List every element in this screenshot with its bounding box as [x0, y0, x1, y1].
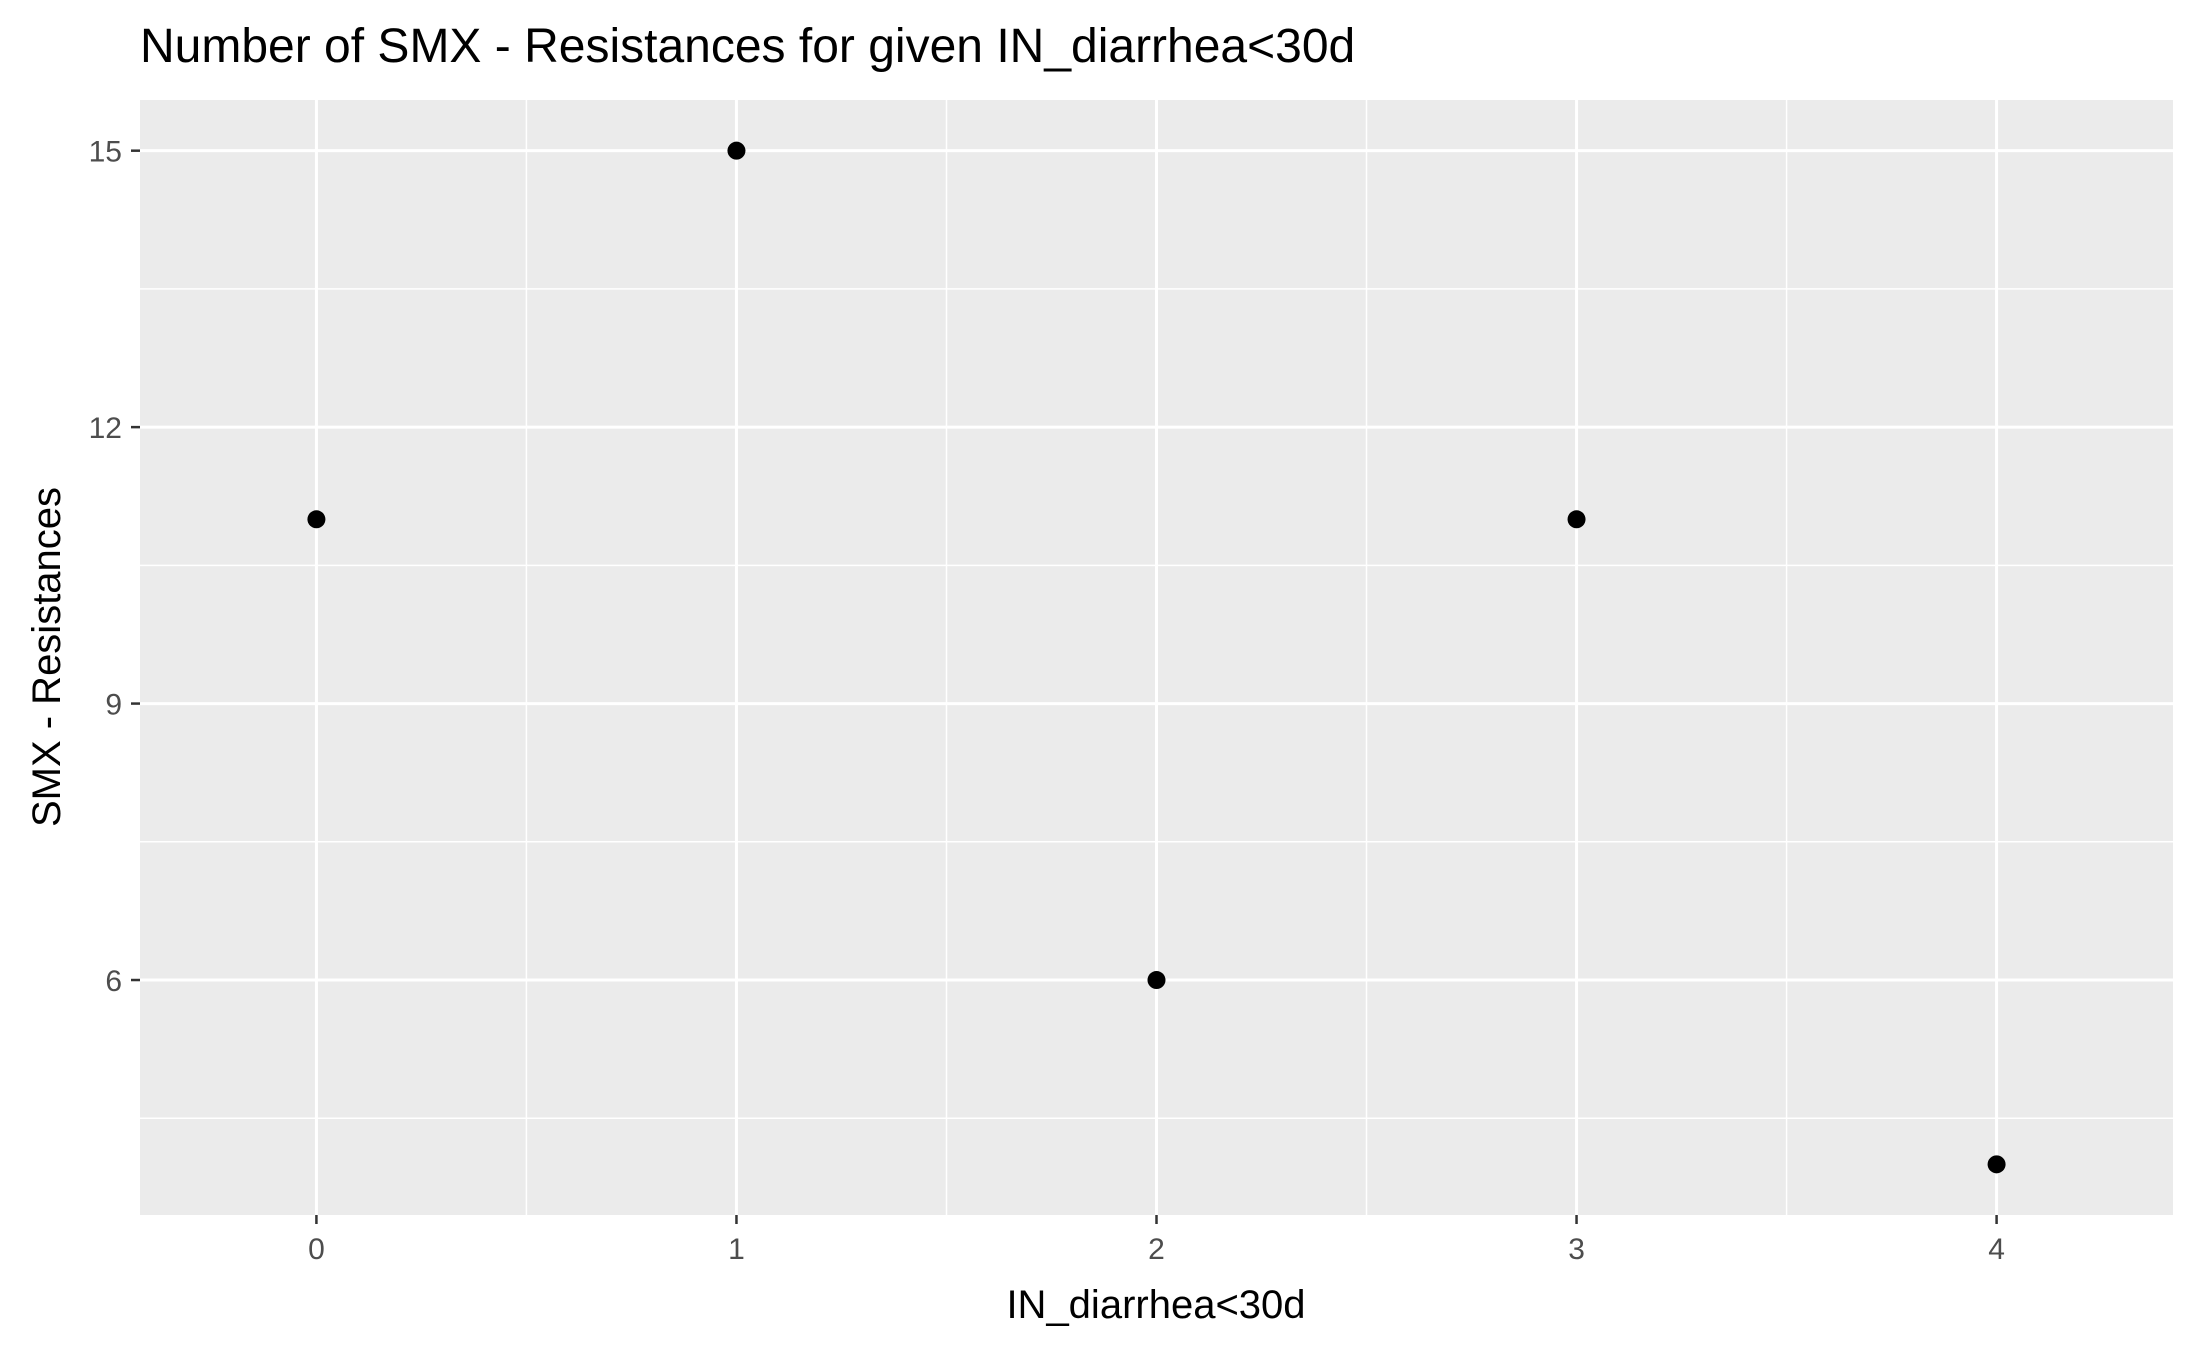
- y-tick-label: 9: [105, 689, 122, 722]
- data-point: [307, 510, 326, 529]
- y-tick-label: 12: [89, 412, 122, 445]
- data-points: [307, 141, 2006, 1174]
- data-point: [727, 141, 746, 160]
- x-axis-ticks: 0 1 2 3 4: [308, 1215, 2005, 1266]
- y-tick-label: 15: [89, 136, 122, 169]
- x-tick-label: 1: [728, 1233, 745, 1266]
- chart-title: Number of SMX - Resistances for given IN…: [140, 20, 1355, 73]
- x-tick-label: 2: [1148, 1233, 1165, 1266]
- data-point: [1987, 1155, 2006, 1174]
- x-tick-label: 4: [1988, 1233, 2005, 1266]
- y-tick-label: 6: [105, 965, 122, 998]
- data-point: [1567, 510, 1586, 529]
- x-tick-label: 3: [1568, 1233, 1585, 1266]
- y-axis-ticks: 6 9 12 15: [89, 136, 140, 998]
- x-axis-title: IN_diarrhea<30d: [1006, 1283, 1305, 1327]
- y-axis-title: SMX - Resistances: [25, 487, 69, 827]
- x-tick-label: 0: [308, 1233, 325, 1266]
- data-point: [1147, 971, 1166, 990]
